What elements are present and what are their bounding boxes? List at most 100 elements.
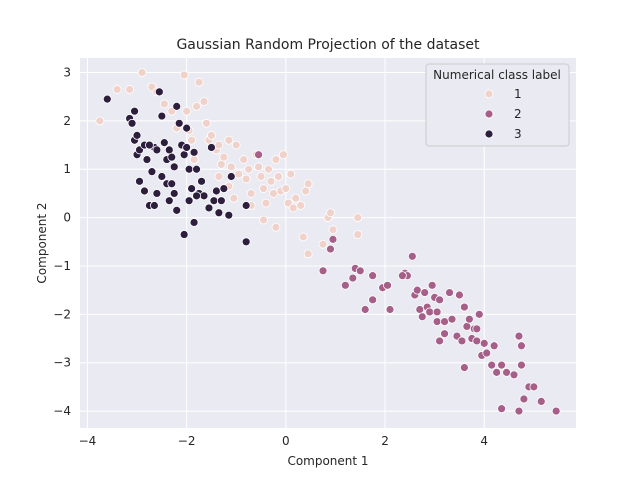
data-point-class-2 [519, 394, 529, 404]
data-point-class-3 [174, 118, 184, 128]
data-point-class-1 [187, 135, 197, 145]
legend-box [425, 63, 570, 147]
data-point-class-1 [231, 140, 241, 150]
data-point-class-1 [353, 230, 363, 239]
data-point-class-2 [464, 314, 474, 324]
tick-labels: −4 −2 0 2 4 −4 −3 −2 −1 0 1 2 3 [53, 66, 488, 448]
data-point-class-3 [241, 237, 251, 247]
data-point-class-1 [226, 162, 236, 172]
data-point-class-1 [192, 101, 201, 111]
y-tick-label: 2 [63, 114, 71, 128]
data-point-class-1 [207, 130, 216, 140]
data-point-class-3 [182, 123, 192, 133]
data-point-class-2 [514, 331, 524, 341]
data-point-class-3 [192, 191, 201, 201]
data-point-class-1 [137, 68, 147, 77]
data-point-class-3 [157, 111, 167, 121]
data-point-class-1 [326, 208, 335, 218]
data-point-class-2 [355, 266, 365, 276]
data-point-class-1 [216, 160, 226, 169]
data-point-class-3 [214, 208, 224, 218]
data-point-class-2 [385, 305, 395, 314]
data-point-class-3 [199, 191, 209, 201]
data-point-class-2 [517, 341, 526, 351]
data-point-class-1 [353, 213, 363, 223]
data-points [95, 68, 561, 416]
data-point-class-1 [278, 150, 288, 160]
data-point-class-1 [288, 203, 298, 213]
data-point-class-1 [234, 169, 244, 179]
data-point-class-1 [291, 193, 301, 203]
data-point-class-2 [425, 307, 435, 317]
data-point-class-3 [179, 150, 189, 160]
data-point-class-1 [202, 118, 211, 128]
data-point-class-3 [172, 205, 182, 215]
data-point-class-2 [497, 404, 507, 414]
data-point-class-3 [164, 145, 174, 155]
data-point-class-3 [211, 186, 221, 196]
y-tick-label: 0 [63, 211, 71, 225]
legend-marker-2 [484, 109, 494, 119]
data-point-class-2 [427, 280, 437, 290]
legend-items: 1 2 3 [484, 87, 522, 141]
data-point-class-2 [462, 322, 472, 331]
data-point-class-3 [127, 118, 137, 128]
legend-marker-1 [484, 89, 494, 99]
data-point-class-1 [303, 249, 313, 259]
data-point-class-1 [286, 169, 296, 179]
data-point-class-2 [492, 367, 502, 377]
data-point-class-3 [152, 145, 162, 155]
data-point-class-3 [226, 172, 236, 181]
data-point-class-1 [256, 172, 266, 181]
data-point-class-3 [154, 87, 164, 97]
legend-marker-3 [484, 129, 494, 139]
data-point-class-2 [368, 271, 378, 281]
data-point-class-2 [368, 295, 378, 305]
data-point-class-2 [517, 360, 526, 370]
data-point-class-2 [502, 367, 511, 377]
data-point-class-3 [147, 167, 157, 177]
data-point-class-3 [216, 196, 226, 206]
data-point-class-2 [459, 363, 469, 372]
data-point-class-2 [417, 312, 427, 322]
data-point-class-3 [130, 106, 139, 116]
y-axis-title: Component 2 [35, 202, 49, 283]
data-point-class-2 [551, 406, 561, 416]
data-point-class-1 [239, 155, 249, 164]
y-tick-label: 1 [63, 162, 71, 176]
data-point-class-3 [142, 155, 152, 164]
data-point-class-3 [167, 152, 177, 162]
data-point-class-1 [95, 116, 105, 126]
data-point-class-1 [179, 70, 189, 80]
data-point-class-1 [271, 222, 281, 232]
x-axis-title: Component 1 [287, 454, 368, 468]
legend-label-1: 1 [514, 87, 522, 101]
data-point-class-2 [440, 317, 449, 326]
data-point-class-2 [489, 341, 499, 351]
data-point-class-2 [435, 336, 445, 346]
data-point-class-3 [189, 218, 199, 227]
data-point-class-3 [224, 210, 234, 220]
y-tick-label: −4 [53, 404, 71, 418]
data-point-class-3 [102, 94, 112, 104]
data-point-class-1 [254, 162, 263, 172]
data-point-class-3 [204, 203, 214, 213]
data-point-class-2 [407, 251, 417, 261]
data-point-class-3 [169, 162, 179, 172]
data-point-class-1 [244, 164, 254, 174]
data-point-class-3 [135, 176, 144, 186]
data-point-class-1 [194, 77, 204, 87]
data-point-class-3 [179, 230, 189, 239]
data-point-class-3 [192, 164, 201, 174]
data-point-class-2 [397, 271, 407, 281]
data-point-class-3 [219, 184, 229, 193]
data-point-class-1 [199, 97, 209, 106]
data-point-class-2 [497, 360, 507, 370]
data-point-class-2 [432, 317, 442, 326]
data-point-class-1 [214, 140, 224, 150]
data-point-class-2 [445, 288, 454, 297]
data-point-class-3 [145, 140, 154, 150]
data-point-class-1 [273, 172, 283, 181]
data-point-class-2 [328, 234, 338, 244]
data-point-class-1 [189, 155, 199, 164]
